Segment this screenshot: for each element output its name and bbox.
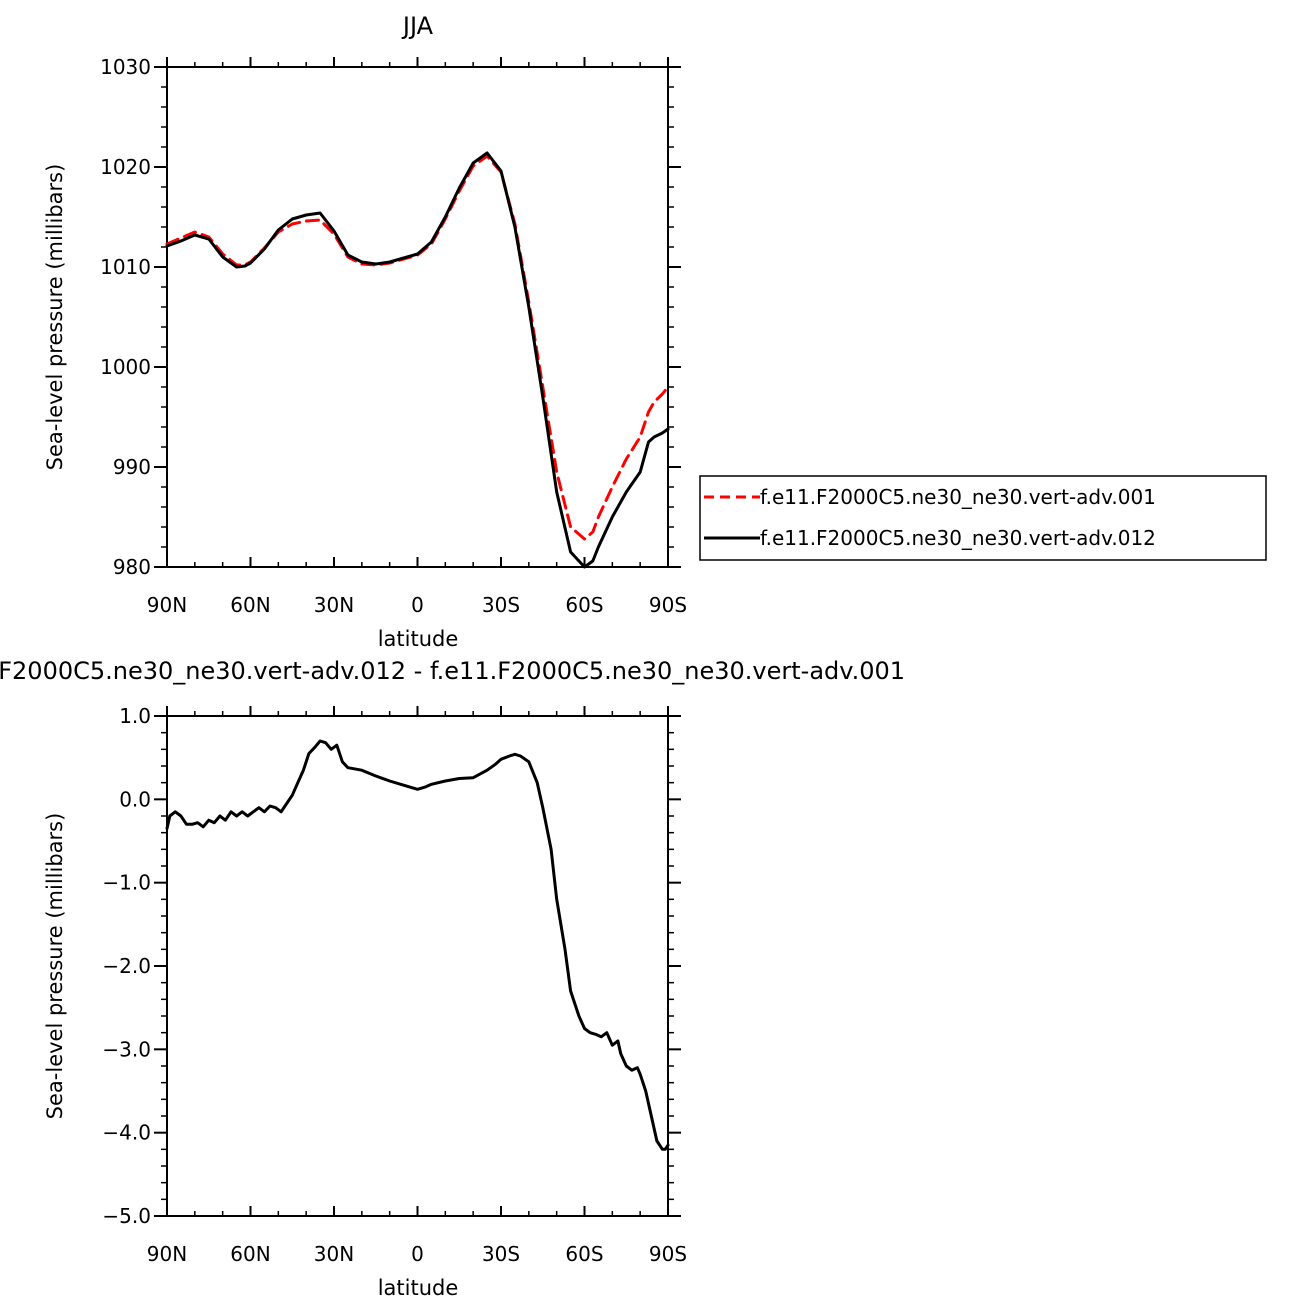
bottom-ytick-label: −5.0 (102, 1204, 151, 1228)
top-xtick-label: 90N (147, 593, 187, 617)
top-ytick-label: 990 (113, 455, 151, 479)
bottom-y-axis-label: Sea-level pressure (millibars) (43, 813, 67, 1120)
bottom-xtick-label: 30S (482, 1242, 520, 1266)
bottom-title: f.e11.F2000C5.ne30_ne30.vert-adv.012 - f… (0, 657, 905, 685)
bottom-xtick-label: 60N (230, 1242, 270, 1266)
top-ytick-label: 980 (113, 555, 151, 579)
bottom-plot-frame (166, 715, 669, 1217)
top-xtick-label: 30N (314, 593, 354, 617)
bottom-ytick-label: −1.0 (102, 871, 151, 895)
top-xtick-label: 90S (649, 593, 687, 617)
top-tick-labels: 90N 60N 30N 0 30S 60S 90S 980 990 1000 1010 1020 103… (100, 55, 687, 617)
bottom-x-axis-label: latitude (378, 1276, 459, 1300)
top-xtick-label: 0 (411, 593, 424, 617)
legend: f.e11.F2000C5.ne30_ne30.vert-adv.001 f.e… (699, 475, 1267, 561)
bottom-panel: f.e11.F2000C5.ne30_ne30.vert-adv.012 - f… (0, 657, 905, 1300)
top-series-line-1 (165, 151, 670, 569)
top-xtick-label: 60N (230, 593, 270, 617)
bottom-tick-labels: 90N 60N 30N 0 30S 60S 90S 1.0 0.0 −1.0 −2.0 −3.0 −4.… (102, 704, 687, 1266)
bottom-xtick-label: 0 (411, 1242, 424, 1266)
top-xtick-label: 60S (565, 593, 603, 617)
bottom-ytick-label: 0.0 (119, 787, 151, 811)
bottom-ytick-label: −4.0 (102, 1121, 151, 1145)
legend-entry-001: f.e11.F2000C5.ne30_ne30.vert-adv.001 (760, 485, 1156, 509)
legend-box (699, 475, 1267, 561)
legend-entry-012: f.e11.F2000C5.ne30_ne30.vert-adv.012 (760, 526, 1156, 550)
top-ticks (154, 57, 681, 568)
top-series-line-0 (165, 154, 670, 541)
top-ytick-label: 1000 (100, 355, 151, 379)
top-x-axis-label: latitude (378, 627, 459, 651)
bottom-series-line-0 (165, 739, 670, 1151)
top-ytick-label: 1030 (100, 55, 151, 79)
top-xtick-label: 30S (482, 593, 520, 617)
top-ytick-label: 1020 (100, 155, 151, 179)
top-title: JJA (401, 12, 434, 40)
top-y-axis-label: Sea-level pressure (millibars) (43, 164, 67, 471)
bottom-ytick-label: 1.0 (119, 704, 151, 728)
bottom-ytick-label: −3.0 (102, 1037, 151, 1061)
bottom-xtick-label: 90N (147, 1242, 187, 1266)
bottom-ticks (154, 706, 681, 1217)
bottom-xtick-label: 30N (314, 1242, 354, 1266)
bottom-xtick-label: 60S (565, 1242, 603, 1266)
top-lines (165, 151, 670, 569)
top-plot-frame (166, 66, 669, 568)
top-panel: JJA 90N 60N 30N 0 30S 60S 90S 980 990 1000 1010 102… (43, 12, 687, 651)
bottom-lines (165, 739, 670, 1151)
top-ytick-label: 1010 (100, 255, 151, 279)
bottom-ytick-label: −2.0 (102, 954, 151, 978)
bottom-xtick-label: 90S (649, 1242, 687, 1266)
